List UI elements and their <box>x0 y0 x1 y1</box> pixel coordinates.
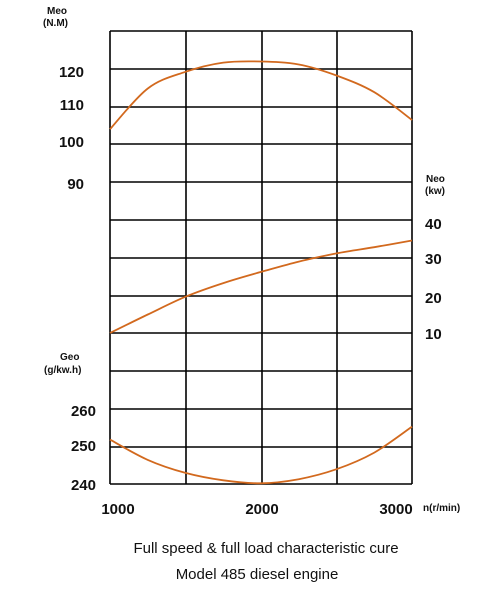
x-tick-label: 1000 <box>101 501 134 518</box>
power-tick-label: 10 <box>425 326 442 343</box>
power-curve <box>109 239 413 334</box>
torque-axis-title-line2: (N.M) <box>43 18 68 29</box>
x-tick-label: 3000 <box>379 501 412 518</box>
torque-axis-title-line1: Meo <box>47 6 67 17</box>
fuel-axis-title-line2: (g/kw.h) <box>44 365 81 376</box>
chart-caption-line2: Model 485 diesel engine <box>175 566 339 583</box>
power-axis-title-line1: Neo <box>426 174 445 185</box>
power-tick-label: 20 <box>425 290 442 307</box>
torque-curve <box>109 60 413 130</box>
fuel-axis-ticks: 260 250 240 <box>71 403 96 494</box>
x-axis-title: n(r/min) <box>423 503 460 514</box>
power-tick-label: 40 <box>425 216 442 233</box>
chart-grid <box>109 30 413 485</box>
torque-axis-ticks: 120 110 100 90 <box>59 64 84 193</box>
power-axis-title-line2: (kw) <box>425 186 445 197</box>
fuel-consumption-curve <box>109 425 413 485</box>
fuel-tick-label: 260 <box>71 403 96 420</box>
power-tick-label: 30 <box>425 251 442 268</box>
chart-caption-line1: Full speed & full load characteristic cu… <box>133 540 399 557</box>
power-axis-ticks: 40 30 20 10 <box>425 216 442 343</box>
x-tick-label: 2000 <box>245 501 278 518</box>
torque-tick-label: 120 <box>59 64 84 81</box>
fuel-axis-title-line1: Geo <box>60 352 79 363</box>
torque-tick-label: 90 <box>67 176 84 193</box>
fuel-tick-label: 250 <box>71 438 96 455</box>
torque-tick-label: 110 <box>60 97 84 114</box>
fuel-tick-label: 240 <box>71 477 96 494</box>
torque-tick-label: 100 <box>59 134 84 151</box>
x-axis-ticks: 1000 2000 3000 <box>101 501 412 518</box>
chart-curves <box>109 60 413 485</box>
